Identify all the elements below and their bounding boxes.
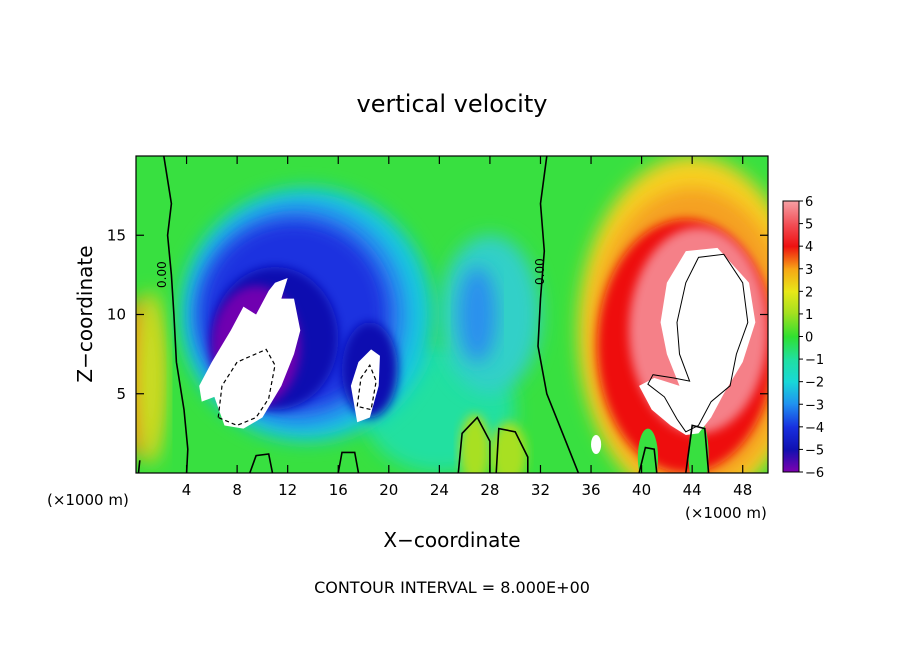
zero-contour-left-bottom bbox=[137, 460, 141, 473]
colorbar-tick-label: 1 bbox=[805, 308, 813, 323]
contour-label-right: 0.00 bbox=[533, 258, 547, 285]
x-tick-label: 4 bbox=[182, 481, 192, 499]
y-tick-label: 15 bbox=[107, 226, 126, 244]
contour-lines bbox=[137, 156, 749, 473]
zero-contour-bump-4 bbox=[337, 451, 360, 473]
field-bottom-bump-1 bbox=[459, 414, 490, 473]
colorbar-segment bbox=[783, 246, 799, 270]
chart-title: vertical velocity bbox=[357, 90, 548, 118]
colorbar-segment bbox=[783, 268, 799, 292]
colorbar-tick-label: −4 bbox=[805, 421, 824, 436]
zero-contour-bump-5 bbox=[638, 446, 658, 473]
zero-contour-bump-2 bbox=[495, 427, 529, 473]
zero-contour-bump-3 bbox=[249, 453, 274, 473]
colorbar-segment bbox=[783, 223, 799, 247]
x-tick-label: 36 bbox=[581, 481, 600, 499]
field-yellow-left-edge bbox=[136, 290, 167, 466]
x-tick-label: 40 bbox=[632, 481, 651, 499]
colorbar-tick-label: 0 bbox=[805, 331, 813, 346]
zero-contour-left bbox=[163, 156, 189, 473]
field-bottom-bump-2 bbox=[491, 422, 527, 473]
colorbar-tick-label: 4 bbox=[805, 240, 813, 255]
colorbar-segment bbox=[783, 359, 799, 383]
contour-interval-note: CONTOUR INTERVAL = 8.000E+00 bbox=[314, 578, 590, 597]
x-tick-label: 44 bbox=[683, 481, 702, 499]
x-axis-label: X−coordinate bbox=[383, 528, 520, 552]
colorbar-tick-label: −5 bbox=[805, 443, 824, 458]
x-tick-label: 28 bbox=[480, 481, 499, 499]
x-tick-label: 20 bbox=[379, 481, 398, 499]
x-tick-label: 24 bbox=[430, 481, 449, 499]
colorbar-segment bbox=[783, 201, 799, 225]
colorbar-tick-label: −6 bbox=[805, 466, 824, 481]
field-blue-mid bbox=[458, 266, 497, 363]
colorbar-tick-label: 3 bbox=[805, 263, 813, 278]
negative-contour-secondary bbox=[356, 363, 377, 411]
x-tick-label: 12 bbox=[278, 481, 297, 499]
x-tick-label: 48 bbox=[733, 481, 752, 499]
y-tick-label: 10 bbox=[107, 306, 126, 324]
colorbar-tick-label: −3 bbox=[805, 398, 824, 413]
colorbar-tick-label: −1 bbox=[805, 353, 824, 368]
plot-area bbox=[136, 156, 768, 473]
overrange-updraft bbox=[639, 247, 756, 435]
overrange-updraft-small bbox=[591, 434, 602, 454]
x-units-left: (×1000 m) bbox=[47, 491, 129, 509]
x-axis-ticks: 4 8 12 16 20 24 28 32 36 40 44 48 bbox=[182, 156, 752, 499]
x-tick-label: 16 bbox=[329, 481, 348, 499]
positive-contour-updraft bbox=[647, 253, 749, 433]
zero-contour-bump-6 bbox=[685, 424, 710, 473]
colorbar-segment bbox=[783, 336, 799, 360]
colorbar-segment bbox=[783, 426, 799, 450]
colorbar: 6 5 4 3 2 1 0 −1 −2 −3 −4 −5 −6 bbox=[782, 195, 824, 481]
colorbar-segment bbox=[783, 313, 799, 337]
overrange-downdraft-main bbox=[199, 278, 301, 429]
colorbar-tick-label: −2 bbox=[805, 376, 824, 391]
y-axis-ticks: 5 10 15 bbox=[107, 226, 768, 403]
y-tick-label: 5 bbox=[116, 385, 126, 403]
x-units-right: (×1000 m) bbox=[685, 504, 767, 522]
colorbar-segment bbox=[783, 404, 799, 428]
colorbar-segment bbox=[783, 291, 799, 315]
y-axis-label: Z−coordinate bbox=[73, 245, 97, 382]
colorbar-segment bbox=[783, 449, 799, 473]
x-tick-label: 8 bbox=[232, 481, 242, 499]
field-bottom-bump-3 bbox=[637, 428, 659, 473]
colorbar-tick-label: 6 bbox=[805, 195, 813, 210]
colorbar-segment bbox=[783, 381, 799, 405]
colorbar-tick-label: 5 bbox=[805, 218, 813, 233]
zero-contour-bump-1 bbox=[457, 416, 491, 473]
colorbar-tick-label: 2 bbox=[805, 285, 813, 300]
x-tick-label: 32 bbox=[531, 481, 550, 499]
zero-contour-right bbox=[537, 156, 580, 473]
contour-label-left: 0.00 bbox=[155, 261, 169, 288]
